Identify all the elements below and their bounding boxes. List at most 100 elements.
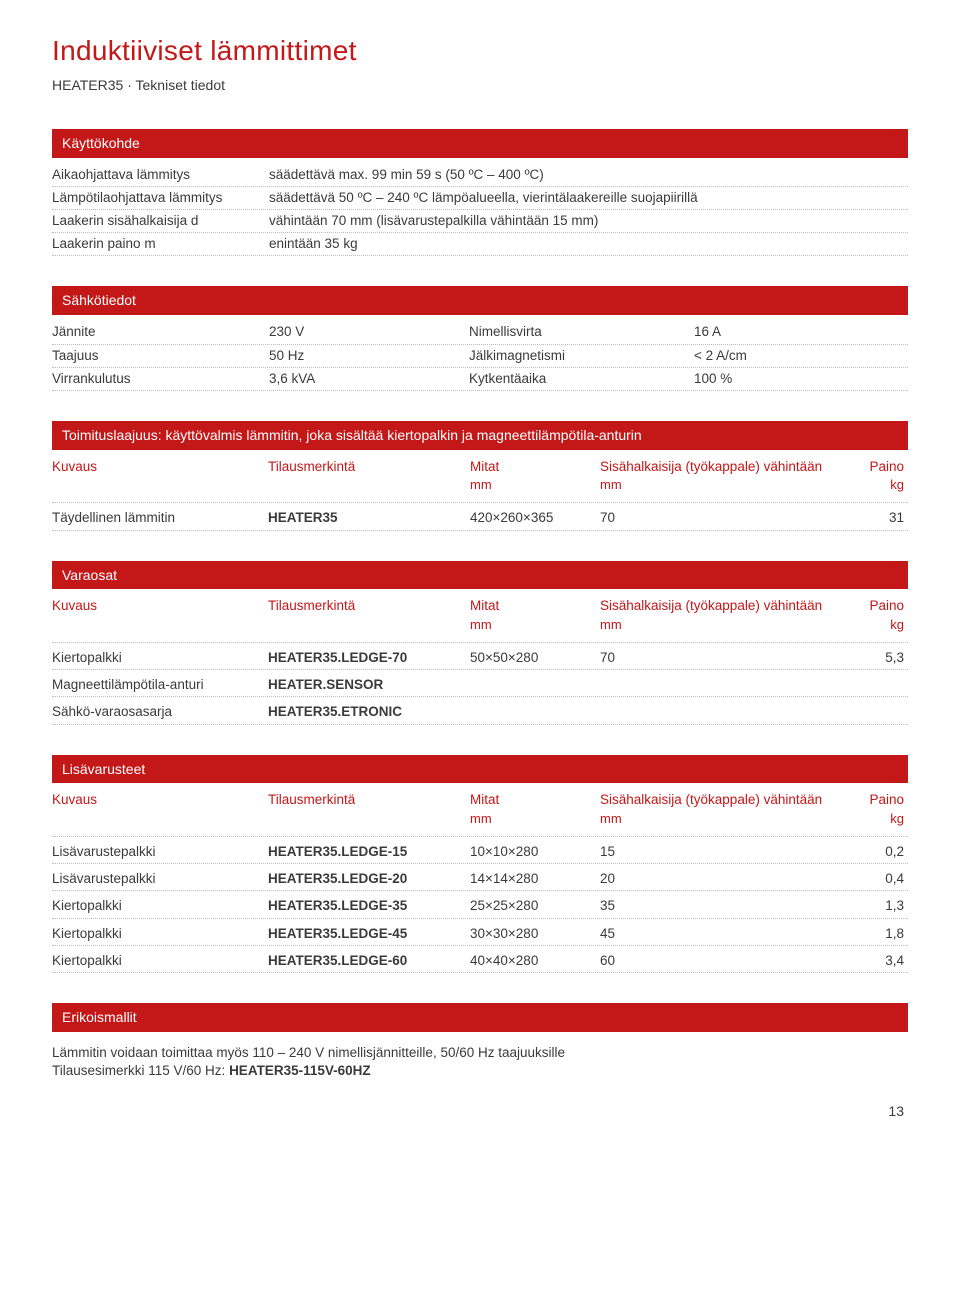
page-title: Induktiiviset lämmittimet [52,32,908,70]
application-label: Laakerin sisähalkaisija d [52,212,269,230]
table-cell: Kiertopalkki [52,925,268,943]
electrical-cell: 16 A [694,323,908,341]
table-cell: HEATER35.ETRONIC [268,703,470,721]
table-cell: 1,3 [860,897,908,915]
application-heading: Käyttökohde [52,129,908,158]
table-cell: 35 [600,897,860,915]
table-cell: HEATER35.LEDGE-60 [268,952,470,970]
table-cell [860,676,908,694]
application-value: säädettävä max. 99 min 59 s (50 ºC – 400… [269,166,908,184]
table-cell: 25×25×280 [470,897,600,915]
scope-heading: Toimituslaajuus: käyttövalmis lämmitin, … [52,421,908,450]
table-cell: 10×10×280 [470,843,600,861]
electrical-cell: 100 % [694,370,908,388]
accessories-block: Lisävarusteet Kuvaus Tilausmerkintä Mita… [52,755,908,973]
electrical-row: Taajuus50 HzJälkimagnetismi< 2 A/cm [52,345,908,368]
table-row: KiertopalkkiHEATER35.LEDGE-6040×40×28060… [52,946,908,973]
table-row: LisävarustepalkkiHEATER35.LEDGE-1510×10×… [52,837,908,864]
electrical-cell: Jännite [52,323,269,341]
table-cell: Sähkö-varaosasarja [52,703,268,721]
table-cell: HEATER.SENSOR [268,676,470,694]
table-cell: HEATER35.LEDGE-20 [268,870,470,888]
table-cell: 70 [600,509,860,527]
table-cell: 60 [600,952,860,970]
table-row: Täydellinen lämmitinHEATER35420×260×3657… [52,503,908,530]
scope-block: Toimituslaajuus: käyttövalmis lämmitin, … [52,421,908,531]
table-cell: HEATER35.LEDGE-45 [268,925,470,943]
table-row: Sähkö-varaosasarjaHEATER35.ETRONIC [52,697,908,724]
subtitle: HEATER35 · Tekniset tiedot [52,76,908,95]
col-dims: Mitat mm [470,458,600,494]
table-cell: HEATER35 [268,509,470,527]
special-heading: Erikoismallit [52,1003,908,1032]
table-cell: Kiertopalkki [52,897,268,915]
electrical-heading: Sähkötiedot [52,286,908,315]
electrical-cell: Taajuus [52,347,269,365]
spares-heading: Varaosat [52,561,908,590]
table-cell: Lisävarustepalkki [52,843,268,861]
page-number: 13 [52,1102,908,1121]
table-cell: 30×30×280 [470,925,600,943]
electrical-cell: Nimellisvirta [469,323,694,341]
table-cell: Kiertopalkki [52,952,268,970]
application-row: Laakerin paino menintään 35 kg [52,233,908,256]
table-cell: 0,4 [860,870,908,888]
table-cell: 70 [600,649,860,667]
table-row: KiertopalkkiHEATER35.LEDGE-4530×30×28045… [52,919,908,946]
application-value: säädettävä 50 ºC – 240 ºC lämpöalueella,… [269,189,908,207]
electrical-cell: Kytkentäaika [469,370,694,388]
application-value: vähintään 70 mm (lisävarustepalkilla väh… [269,212,908,230]
electrical-row: Jännite230 VNimellisvirta16 A [52,321,908,344]
table-row: Magneettilämpötila-anturiHEATER.SENSOR [52,670,908,697]
table-cell: HEATER35.LEDGE-15 [268,843,470,861]
electrical-block: Sähkötiedot Jännite230 VNimellisvirta16 … [52,286,908,391]
table-cell: 45 [600,925,860,943]
table-cell: HEATER35.LEDGE-70 [268,649,470,667]
electrical-cell: 50 Hz [269,347,469,365]
table-cell: HEATER35.LEDGE-35 [268,897,470,915]
application-value: enintään 35 kg [269,235,908,253]
col-weight: Paino kg [860,458,908,494]
table-cell: 15 [600,843,860,861]
table-cell: 0,2 [860,843,908,861]
table-cell: Magneettilämpötila-anturi [52,676,268,694]
electrical-cell: 3,6 kVA [269,370,469,388]
table-cell: 420×260×365 [470,509,600,527]
table-cell: 14×14×280 [470,870,600,888]
table-cell: 3,4 [860,952,908,970]
electrical-cell: Virrankulutus [52,370,269,388]
table-cell: Kiertopalkki [52,649,268,667]
accessories-heading: Lisävarusteet [52,755,908,784]
application-label: Laakerin paino m [52,235,269,253]
column-header-row: Kuvaus Tilausmerkintä Mitat mm Sisähalka… [52,456,908,503]
table-row: KiertopalkkiHEATER35.LEDGE-3525×25×28035… [52,891,908,918]
application-label: Aikaohjattava lämmitys [52,166,269,184]
application-label: Lämpötilaohjattava lämmitys [52,189,269,207]
electrical-cell: 230 V [269,323,469,341]
electrical-cell: Jälkimagnetismi [469,347,694,365]
table-cell: 5,3 [860,649,908,667]
table-row: KiertopalkkiHEATER35.LEDGE-7050×50×28070… [52,643,908,670]
table-cell: 31 [860,509,908,527]
application-block: Käyttökohde Aikaohjattava lämmityssäädet… [52,129,908,257]
table-cell: 40×40×280 [470,952,600,970]
table-cell [470,676,600,694]
column-header-row: Kuvaus Tilausmerkintä Mitatmm Sisähalkai… [52,789,908,836]
electrical-row: Virrankulutus3,6 kVAKytkentäaika100 % [52,368,908,391]
special-line1: Lämmitin voidaan toimittaa myös 110 – 24… [52,1038,908,1062]
table-cell [600,703,860,721]
table-cell: 1,8 [860,925,908,943]
table-row: LisävarustepalkkiHEATER35.LEDGE-2014×14×… [52,864,908,891]
table-cell [600,676,860,694]
special-line2: Tilausesimerkki 115 V/60 Hz: HEATER35-11… [52,1062,908,1080]
table-cell: 20 [600,870,860,888]
application-row: Lämpötilaohjattava lämmityssäädettävä 50… [52,187,908,210]
table-cell: Lisävarustepalkki [52,870,268,888]
application-row: Laakerin sisähalkaisija dvähintään 70 mm… [52,210,908,233]
special-block: Erikoismallit Lämmitin voidaan toimittaa… [52,1003,908,1080]
application-row: Aikaohjattava lämmityssäädettävä max. 99… [52,164,908,187]
table-cell: Täydellinen lämmitin [52,509,268,527]
col-bore: Sisähalkaisija (työkappale) vähintään mm [600,458,860,494]
column-header-row: Kuvaus Tilausmerkintä Mitatmm Sisähalkai… [52,595,908,642]
col-order: Tilausmerkintä [268,458,470,494]
